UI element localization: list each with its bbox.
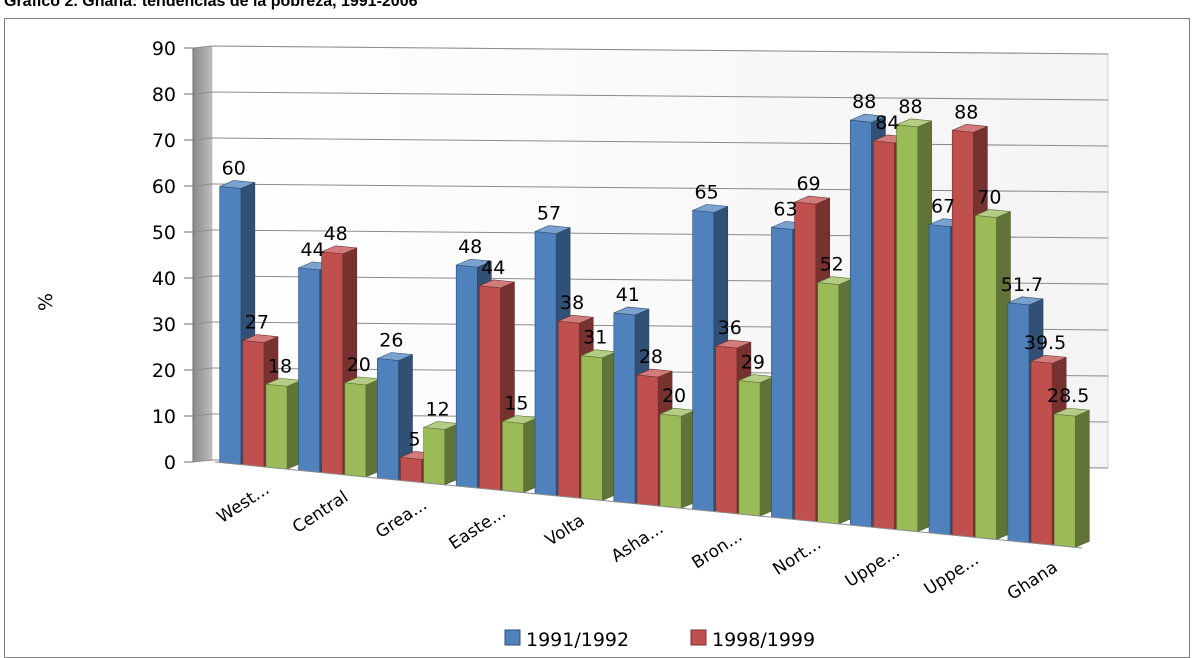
- y-tick-label: 40: [152, 268, 176, 290]
- data-label: 27: [245, 312, 269, 334]
- data-label: 28.5: [1047, 385, 1089, 407]
- legend-label: 1991/1992: [526, 629, 629, 651]
- bar: [896, 118, 932, 533]
- y-tick-label: 90: [152, 38, 176, 60]
- bar: [377, 352, 413, 481]
- data-label: 29: [741, 352, 765, 374]
- data-label: 52: [820, 254, 844, 276]
- y-axis-label: %: [35, 293, 57, 311]
- gridline-side: [192, 321, 213, 325]
- data-label: 70: [977, 186, 1001, 208]
- data-label: 36: [718, 317, 742, 339]
- data-label: 15: [504, 393, 528, 415]
- data-label: 20: [347, 354, 371, 376]
- y-tick-label: 20: [152, 360, 176, 382]
- x-tick-label: Ghana: [1004, 558, 1061, 605]
- data-label: 57: [537, 203, 561, 225]
- x-tick-label: Asha...: [608, 518, 667, 566]
- bar: [344, 376, 381, 478]
- chart-heading: Grafico 2. Ghana: tendencias de la pobre…: [4, 0, 418, 10]
- side-wall: [193, 46, 212, 462]
- legend-swatch: [690, 629, 707, 646]
- bar: [580, 349, 617, 501]
- x-tick-label: Nort...: [770, 534, 825, 580]
- y-tick-label: 10: [152, 406, 176, 428]
- bars: [219, 113, 1090, 548]
- data-label: 18: [268, 355, 292, 377]
- y-tick-label: 0: [164, 452, 176, 474]
- x-tick-label: Grea...: [372, 495, 431, 543]
- gridline: [211, 45, 1109, 55]
- x-tick-label: Bron...: [688, 526, 746, 573]
- data-label: 48: [458, 236, 482, 258]
- data-label: 88: [898, 96, 922, 118]
- y-tick-label: 30: [152, 314, 176, 336]
- x-tick-label: West...: [214, 479, 274, 527]
- gridline-side: [192, 413, 213, 417]
- data-label: 38: [560, 292, 584, 314]
- bar: [321, 245, 358, 476]
- bar: [502, 415, 538, 494]
- data-label: 88: [852, 91, 876, 113]
- data-label: 84: [875, 112, 899, 134]
- data-label: 28: [639, 346, 663, 368]
- x-tick-label: Uppe...: [842, 542, 904, 592]
- gridline-side: [192, 183, 213, 187]
- data-label: 67: [931, 196, 955, 218]
- data-label: 48: [324, 223, 348, 245]
- data-label: 60: [222, 157, 246, 179]
- gridline-side: [192, 137, 213, 141]
- y-tick-label: 80: [152, 84, 176, 106]
- gridline-side: [192, 367, 213, 371]
- x-tick-label: Uppe...: [921, 550, 983, 600]
- x-axis-line: [214, 461, 1083, 549]
- gridline-side: [192, 275, 213, 279]
- gridline-side: [192, 229, 213, 233]
- data-label: 31: [583, 327, 607, 349]
- data-label: 88: [954, 101, 978, 123]
- data-label: 26: [379, 330, 403, 352]
- y-axis: 0 10 20 30 40 50 60 70 80 90: [152, 38, 194, 474]
- data-label: 69: [796, 173, 820, 195]
- data-label: 41: [616, 284, 640, 306]
- y-tick-label: 60: [152, 176, 176, 198]
- x-tick-label: Volta: [542, 511, 589, 551]
- bar: [659, 407, 696, 509]
- data-labels: 6027184448202651248441557383141282065362…: [222, 91, 1090, 450]
- gridline-side: [192, 45, 213, 49]
- bar: [975, 209, 1011, 540]
- gridline-side: [192, 459, 213, 463]
- y-tick-label: 70: [152, 130, 176, 152]
- y-tick-label: 50: [152, 222, 176, 244]
- gridline: [211, 91, 1109, 101]
- data-label: 44: [481, 257, 505, 279]
- legend-swatch: [504, 629, 521, 646]
- bar: [817, 276, 854, 525]
- bar: [1053, 407, 1090, 548]
- bar: [265, 377, 302, 470]
- data-label: 39.5: [1024, 332, 1066, 354]
- data-label: 5: [408, 428, 420, 450]
- gridline-side: [192, 91, 213, 95]
- data-label: 51.7: [1001, 274, 1043, 296]
- bar: [738, 374, 775, 517]
- x-tick-label: Easte...: [446, 503, 510, 554]
- data-label: 65: [695, 181, 719, 203]
- data-label: 12: [426, 398, 450, 420]
- legend-label: 1998/1999: [712, 629, 815, 651]
- data-label: 20: [662, 385, 686, 407]
- legend: 1991/1992 1998/1999: [504, 629, 815, 651]
- data-label: 44: [300, 239, 324, 261]
- x-tick-label: Central: [289, 487, 352, 537]
- bar: [423, 421, 460, 486]
- data-label: 63: [773, 198, 797, 220]
